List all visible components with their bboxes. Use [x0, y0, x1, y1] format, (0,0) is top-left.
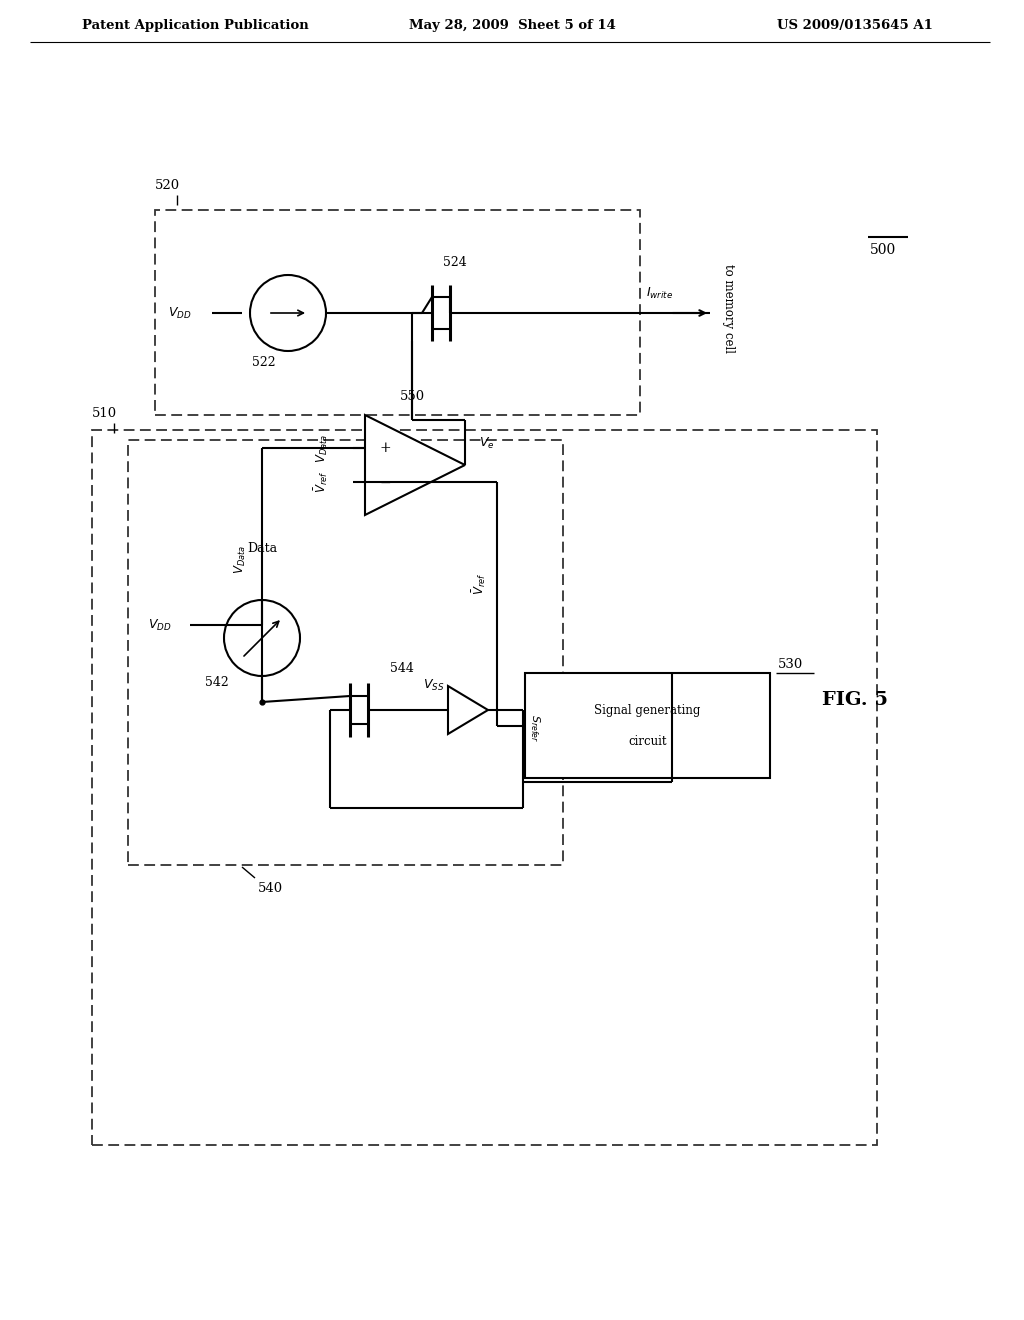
- Text: 542: 542: [205, 676, 228, 689]
- Bar: [92, 430, 877, 1144]
- Text: 540: 540: [257, 882, 283, 895]
- Bar: [128, 440, 563, 865]
- Text: 530: 530: [778, 657, 803, 671]
- Text: 520: 520: [155, 180, 180, 191]
- Text: 510: 510: [92, 407, 117, 420]
- Circle shape: [250, 275, 326, 351]
- Text: FIG. 5: FIG. 5: [822, 690, 888, 709]
- Text: $V_{Data}$: $V_{Data}$: [232, 544, 248, 574]
- Bar: [155, 210, 640, 414]
- Polygon shape: [449, 686, 488, 734]
- Text: $\bar{V}_{ref}$: $\bar{V}_{ref}$: [470, 573, 487, 595]
- Text: $V_e$: $V_e$: [479, 436, 495, 450]
- Text: Data: Data: [247, 541, 278, 554]
- Text: Signal generating: Signal generating: [594, 704, 700, 717]
- Text: circuit: circuit: [629, 735, 667, 748]
- Text: to memory cell: to memory cell: [722, 264, 735, 352]
- Polygon shape: [365, 414, 465, 515]
- Text: +: +: [379, 441, 391, 455]
- Text: $-$: $-$: [379, 475, 391, 488]
- Text: $V_{DD}$: $V_{DD}$: [148, 618, 172, 632]
- Text: $V_{SS}$: $V_{SS}$: [423, 677, 444, 693]
- Text: May 28, 2009  Sheet 5 of 14: May 28, 2009 Sheet 5 of 14: [409, 18, 615, 32]
- Text: $V_{DD}$: $V_{DD}$: [168, 305, 191, 321]
- Text: 524: 524: [443, 256, 467, 268]
- Circle shape: [224, 601, 300, 676]
- Text: $I_{write}$: $I_{write}$: [646, 285, 674, 301]
- Text: US 2009/0135645 A1: US 2009/0135645 A1: [777, 18, 933, 32]
- Text: 544: 544: [390, 661, 414, 675]
- Text: $V_{Data}$: $V_{Data}$: [315, 433, 330, 462]
- Text: Patent Application Publication: Patent Application Publication: [82, 18, 308, 32]
- Bar: [525, 673, 770, 777]
- Text: $S_{refer}$: $S_{refer}$: [528, 714, 542, 742]
- Text: 550: 550: [400, 391, 425, 404]
- Text: $\bar{V}_{ref}$: $\bar{V}_{ref}$: [312, 471, 330, 494]
- Text: 522: 522: [252, 356, 275, 370]
- Text: 500: 500: [870, 243, 896, 257]
